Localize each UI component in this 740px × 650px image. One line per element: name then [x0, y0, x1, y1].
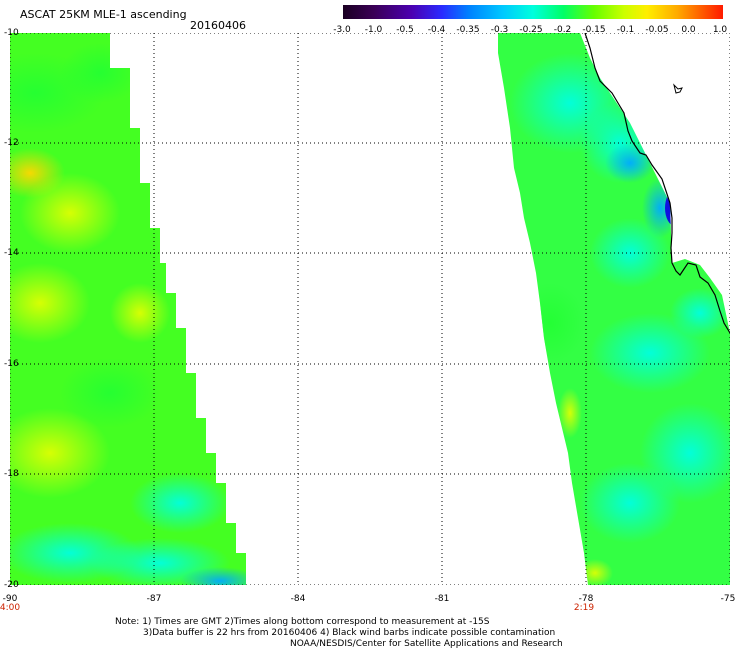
colorbar-tick-label: 0.0	[681, 25, 696, 35]
product-title: ASCAT 25KM MLE-1 ascending	[20, 8, 187, 21]
colorbar-tick-label: -3.0	[333, 25, 351, 35]
right-swath	[498, 33, 730, 585]
colorbar	[343, 5, 723, 19]
colorbar-tick-label: -0.05	[645, 25, 669, 35]
colorbar-labels: -3.0 -1.0 -0.5 -0.4 -0.35 -0.3 -0.25 -0.2 -0.15-…	[330, 25, 735, 37]
colorbar-tick-label: -0.25	[519, 25, 543, 35]
x-tick-label: -75	[720, 594, 736, 604]
y-tick-label: -18	[4, 469, 19, 479]
island-outline	[673, 83, 683, 94]
y-tick-label: -12	[4, 138, 19, 148]
colorbar-tick-label: -0.15	[582, 25, 606, 35]
colorbar-tick-label: -0.4	[427, 25, 446, 35]
y-tick-label: -20	[4, 580, 19, 590]
note-line-1: Note: 1) Times are GMT 2)Times along bot…	[115, 617, 490, 627]
note-line-2: 3)Data buffer is 22 hrs from 20160406 4)…	[143, 628, 556, 638]
y-tick-label: -16	[4, 359, 19, 369]
colorbar-tick-label: -0.2	[553, 25, 572, 35]
colorbar-tick-label: -0.5	[396, 25, 414, 35]
x-tick-label: -81	[434, 594, 450, 604]
coastline	[584, 33, 730, 334]
colorbar-tick-label: 1.0	[712, 25, 728, 35]
x-tick-label: -84	[290, 594, 306, 604]
colorbar-tick-label: -0.35	[456, 25, 480, 35]
colorbar-tick-label: -1.0	[364, 25, 383, 35]
colorbar-tick-label: -0.3	[490, 25, 509, 35]
y-tick-label: -14	[4, 248, 19, 258]
grid	[10, 33, 730, 585]
time-label-left: 4:00	[0, 603, 21, 613]
x-tick-label: -87	[146, 594, 162, 604]
x-tick-label: -78	[578, 594, 594, 604]
x-tick-label: -90	[2, 594, 18, 604]
y-tick-label: -10	[4, 28, 19, 38]
note-line-3: NOAA/NESDIS/Center for Satellite Applica…	[290, 639, 563, 649]
time-label-right: 2:19	[573, 603, 595, 613]
left-swath	[10, 33, 246, 585]
colorbar-tick-label: -0.1	[616, 25, 635, 35]
product-date: 20160406	[190, 19, 246, 32]
wind-map	[10, 33, 730, 585]
